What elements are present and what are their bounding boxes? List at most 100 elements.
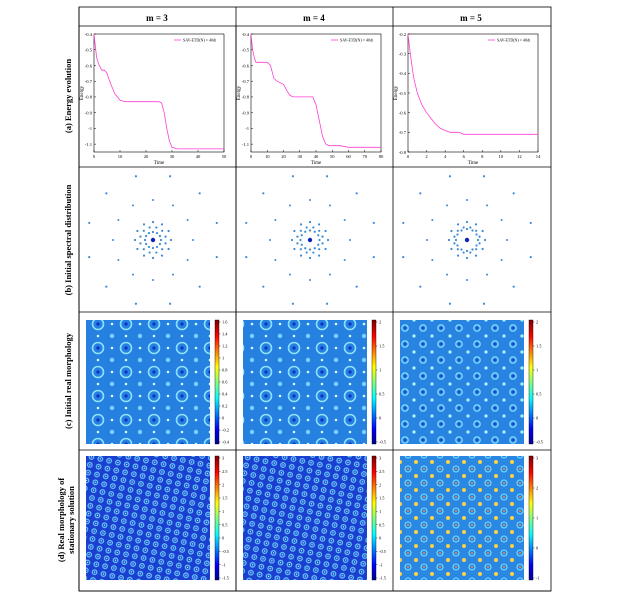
spectral-point [164, 242, 167, 245]
x-tick-label: 0 [407, 154, 410, 159]
energy-line [93, 33, 224, 150]
spectral-point [462, 226, 465, 229]
morphology-c-m3 [86, 320, 210, 444]
spectral-point [419, 285, 422, 288]
spectral-point [450, 229, 453, 233]
spectral-point [274, 219, 277, 221]
spectral-point [274, 259, 277, 261]
spectral-m3 [88, 175, 218, 305]
spectral-point [147, 245, 151, 249]
spectral-point [481, 229, 484, 233]
spectral-point [300, 234, 303, 237]
spectral-point [308, 229, 312, 232]
colorbar-tick-label: 0 [379, 536, 382, 541]
y-tick-label: -1 [88, 126, 93, 131]
spectral-point [456, 229, 459, 232]
spectral-point [448, 175, 452, 178]
spectral-point [117, 219, 120, 221]
colorbar-tick-label: 0.5 [379, 392, 385, 397]
energy-chart-m3: -0.4 -0.5 -0.6 -0.7 -0.8 -0.9 -1 -1.1 0 10 20 30 40 5… [80, 32, 227, 166]
spectral-point [309, 199, 311, 201]
colorbar-tick-label: -1 [222, 562, 226, 567]
colorbar-tick-label: 1.5 [379, 344, 385, 349]
spectral-point [460, 248, 463, 251]
spectral-point [471, 248, 474, 251]
spectral-point [305, 226, 308, 229]
spectral-point [372, 255, 375, 259]
spectral-distributions [88, 175, 532, 305]
row-label-d-line2: stationary solution [66, 486, 76, 554]
spectral-point [245, 255, 248, 259]
colorbar-tick-label: 0.2 [222, 404, 228, 409]
y-tick-label: -0.5 [85, 48, 93, 53]
spectral-point [105, 285, 108, 288]
colorbar-gradient [528, 319, 534, 445]
y-tick-label: -0.9 [242, 110, 250, 115]
colorbar-tick-label: -1.5 [379, 576, 387, 581]
spectral-point [456, 248, 459, 251]
spectral-point [186, 259, 189, 261]
colorbar-tick-label: -0.2 [222, 428, 229, 433]
spectral-point [155, 245, 159, 249]
y-tick-label: -0.4 [85, 32, 93, 37]
plot-frame [407, 33, 539, 153]
spectral-point [299, 223, 303, 226]
x-tick-label: 0 [93, 154, 96, 159]
spectral-point [215, 255, 218, 259]
spectral-point [469, 226, 472, 229]
spectral-point [321, 242, 324, 245]
spectral-point [481, 247, 484, 251]
spectral-point [324, 229, 327, 233]
spectral-point [329, 273, 331, 276]
spectral-point [309, 279, 311, 281]
spectral-point [512, 285, 515, 288]
spectral-point [313, 247, 316, 250]
y-tick-label: -0.6 [399, 110, 407, 115]
x-axis-label: Time [468, 161, 479, 166]
colorbar-tick-label: 0.5 [379, 522, 385, 527]
colorbar-tick-label: 0.6 [222, 380, 228, 385]
energy-chart-m5: -0.2 -0.3 -0.4 -0.5 -0.6 -0.7 -0.80 2 4 6 8 10 12 14 T… [394, 32, 541, 166]
spectral-point [133, 238, 137, 242]
colorbar-tick-label: 2 [536, 486, 538, 491]
spectral-point [136, 229, 139, 233]
colorbar-tick-label: 0.5 [536, 392, 542, 397]
morphology-d-m4 [243, 456, 367, 580]
y-tick-label: -1.1 [85, 142, 93, 147]
spectral-point [289, 273, 291, 276]
y-tick-label: -0.6 [85, 63, 93, 68]
spectral-point [466, 199, 468, 201]
spectral-point [448, 302, 452, 305]
y-tick-label: -0.8 [399, 150, 407, 155]
spectral-point [160, 254, 164, 257]
spectral-point [186, 219, 189, 221]
colorbar-tick-label: 0.8 [222, 368, 228, 373]
colorbar-tick-label: 1 [536, 516, 538, 521]
y-tick-label: -0.4 [242, 32, 250, 37]
spectral-point [155, 226, 158, 229]
spectral-point [431, 219, 434, 221]
spectral-point [299, 248, 302, 251]
energy-charts: -0.4-0.5-0.6-0.7-0.8-0.9-1-1.10 10 20 30 40 5… [80, 32, 541, 166]
spectral-point [293, 229, 296, 233]
spectral-point [402, 221, 405, 225]
row-label-a: (a) Energy evolution [63, 59, 73, 133]
energy-line [250, 33, 381, 148]
spectral-point [465, 227, 469, 231]
spectral-point [431, 259, 434, 261]
spectral-point [144, 242, 148, 246]
x-tick-label: 20 [144, 154, 149, 159]
colorbar-tick-label: 1.5 [222, 496, 228, 501]
spectral-point [142, 223, 146, 226]
y-tick-label: -0.7 [85, 79, 93, 84]
morphology-row-c [86, 320, 524, 444]
x-axis-label: Time [311, 161, 322, 166]
spectral-point [134, 175, 138, 178]
colorbar-tick-label: -0.5 [379, 440, 387, 445]
row-label-d: (d) Real morphology of stationary soluti… [56, 478, 76, 562]
spectral-point [317, 234, 320, 237]
spectral-point [349, 239, 351, 241]
colorbar-tick-label: 1 [222, 356, 224, 361]
spectral-point [478, 242, 481, 245]
